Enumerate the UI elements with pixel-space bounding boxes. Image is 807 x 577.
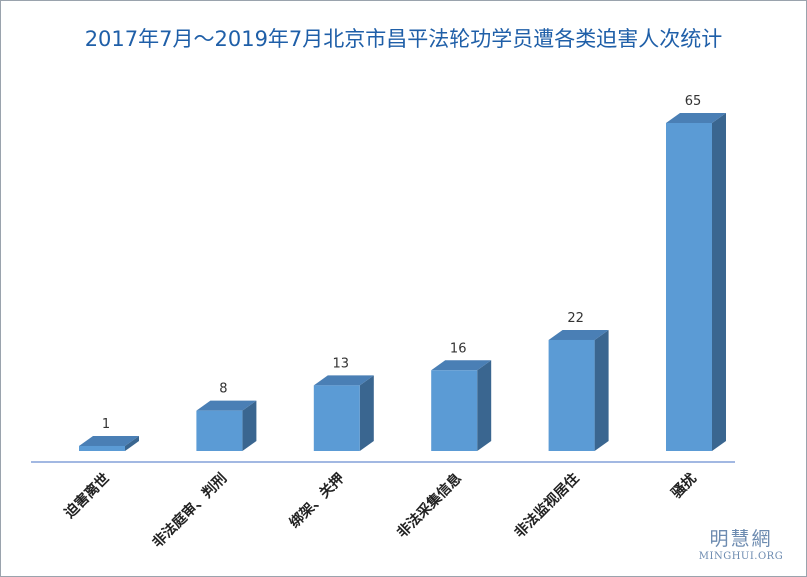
bar-3 [431, 370, 478, 451]
logo-chinese-text: 明慧網 [709, 528, 773, 550]
x-tick-label-3: 非法采集信息 [394, 470, 465, 541]
bar-top-4 [548, 329, 609, 340]
bar-top-5 [666, 113, 726, 123]
data-label-1: 8 [219, 382, 227, 397]
bar-1 [196, 410, 243, 451]
x-tick-label-0: 迫害离世 [61, 470, 113, 522]
bar-top-0 [79, 435, 139, 446]
bar-side-2 [359, 375, 374, 451]
bar-side-4 [594, 329, 609, 451]
bar-side-0 [125, 435, 139, 451]
bar-5 [666, 123, 712, 451]
x-tick-label-4: 非法监视居住 [511, 470, 582, 541]
bar-top-1 [196, 400, 257, 411]
chart-title: 2017年7月～2019年7月北京市昌平法轮功学员遭各类迫害人次统计 [84, 27, 723, 51]
x-tick-label-2: 绑架、关押 [286, 470, 348, 532]
data-label-4: 22 [567, 311, 584, 326]
bar-top-3 [431, 360, 492, 371]
logo-english-text: MINGHUI.ORG [698, 551, 784, 562]
bar-4 [548, 339, 595, 451]
bar-0 [79, 445, 125, 451]
bar-side-5 [712, 113, 726, 451]
bar-side-1 [242, 400, 257, 451]
bar-side-3 [477, 360, 492, 451]
bar-top-2 [313, 375, 374, 386]
x-tick-label-5: 骚扰 [668, 470, 700, 502]
data-label-2: 13 [333, 356, 350, 371]
data-label-5: 65 [685, 94, 702, 109]
bar-2 [313, 385, 360, 451]
data-label-3: 16 [450, 341, 467, 356]
data-label-0: 1 [102, 417, 110, 432]
x-tick-label-1: 非法庭审、判刑 [149, 470, 230, 551]
minghui-logo: 明慧網 MINGHUI.ORG [691, 524, 791, 562]
